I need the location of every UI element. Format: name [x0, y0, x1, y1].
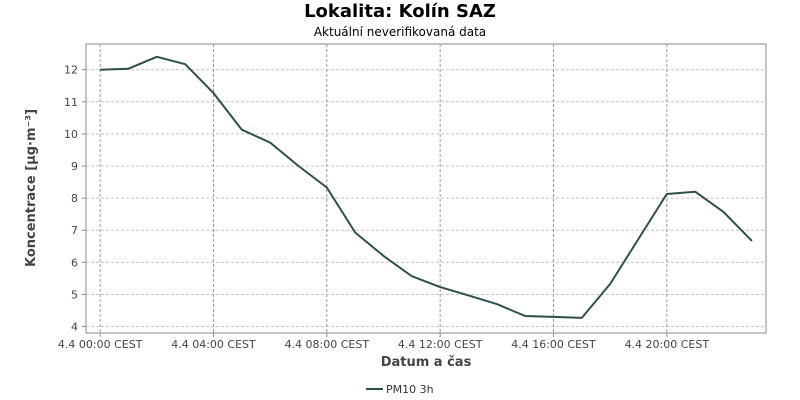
data-point — [213, 92, 214, 94]
series-group — [99, 55, 753, 319]
y-tick-label: 7 — [71, 224, 78, 237]
data-point — [553, 316, 554, 318]
data-point — [383, 255, 384, 257]
data-point — [496, 303, 498, 305]
chart-title: Lokalita: Kolín SAZ — [304, 1, 496, 22]
y-tick-label: 12 — [64, 64, 78, 77]
y-tick-label: 11 — [64, 96, 78, 109]
x-tick-label: 4.4 00:00 CEST — [58, 338, 143, 351]
x-tick-label: 4.4 08:00 CEST — [285, 338, 370, 351]
x-tick-label: 4.4 16:00 CEST — [511, 338, 596, 351]
data-point — [723, 211, 724, 213]
x-tick-label: 4.4 04:00 CEST — [171, 338, 256, 351]
data-point — [354, 231, 356, 233]
data-point — [666, 193, 668, 195]
data-point — [128, 68, 129, 70]
x-axis-title: Datum a čas — [381, 355, 472, 370]
data-point — [524, 315, 526, 317]
y-axis-title: Koncentrace [µg·m⁻³] — [24, 109, 39, 267]
y-axis: 4 5 6 7 8 9 10 11 12 — [64, 64, 86, 334]
grid — [86, 44, 766, 333]
data-point — [694, 191, 696, 193]
x-tick-label: 4.4 12:00 CEST — [398, 338, 483, 351]
data-point — [411, 275, 413, 277]
legend-label-pm10: PM10 3h — [386, 383, 434, 396]
data-point — [581, 317, 583, 319]
data-point — [99, 69, 101, 71]
data-point — [638, 238, 639, 240]
chart-subtitle: Aktuální neverifikovaná data — [313, 25, 487, 39]
data-point — [751, 240, 753, 242]
data-point — [326, 187, 328, 189]
y-tick-label: 9 — [71, 160, 78, 173]
data-point — [439, 286, 441, 288]
y-tick-label: 10 — [64, 128, 78, 141]
y-tick-label: 6 — [71, 256, 78, 269]
x-tick-label: 4.4 20:00 CEST — [625, 338, 710, 351]
y-tick-label: 8 — [71, 192, 78, 205]
data-point — [156, 56, 158, 58]
legend: PM10 3h — [366, 383, 434, 396]
data-point — [609, 283, 611, 285]
data-point — [241, 129, 243, 131]
data-point — [184, 63, 186, 65]
plot-area — [85, 43, 767, 334]
x-axis: 4.4 00:00 CEST 4.4 04:00 CEST 4.4 08:00 CE… — [58, 333, 709, 351]
data-point — [269, 142, 271, 144]
data-point — [298, 165, 299, 167]
series-line-pm10 — [100, 55, 753, 319]
y-tick-label: 5 — [71, 288, 78, 301]
y-tick-label: 4 — [71, 321, 78, 334]
data-point — [468, 294, 469, 296]
